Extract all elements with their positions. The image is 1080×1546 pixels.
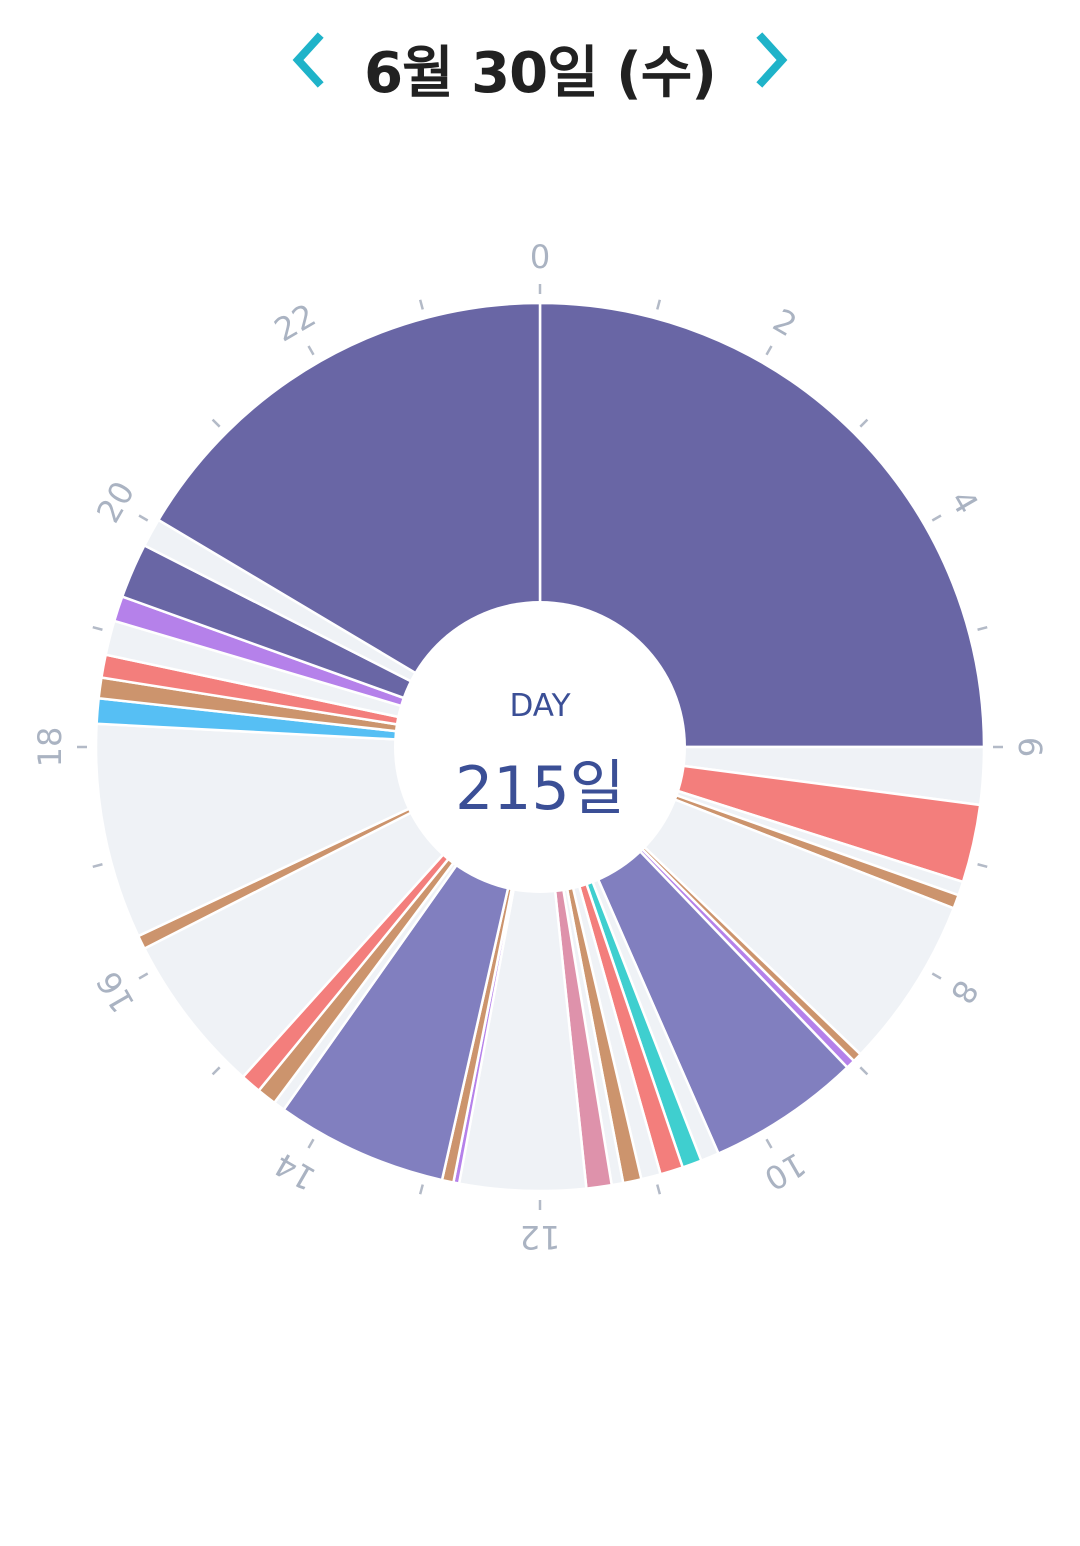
hour-ticks bbox=[77, 284, 1003, 1210]
hour-tick bbox=[307, 1138, 315, 1149]
center-value: 215일 bbox=[455, 754, 625, 824]
prev-day-button[interactable] bbox=[273, 22, 343, 98]
hour-tick bbox=[307, 345, 315, 356]
hour-label: 14 bbox=[268, 1145, 322, 1198]
time-segments bbox=[94, 301, 986, 1193]
next-day-button[interactable] bbox=[737, 22, 807, 98]
hour-label: 0 bbox=[530, 238, 550, 276]
date-title: 6월 30일 (수) bbox=[364, 41, 717, 106]
hour-tick bbox=[418, 299, 424, 310]
hour-label: 18 bbox=[31, 727, 69, 768]
hour-tick bbox=[931, 514, 942, 522]
hour-tick bbox=[765, 1138, 773, 1149]
hour-label: 8 bbox=[943, 974, 986, 1011]
hour-label: 16 bbox=[89, 965, 142, 1019]
chart-center-hole bbox=[394, 601, 686, 893]
hour-tick bbox=[92, 863, 103, 869]
hour-label: 12 bbox=[520, 1218, 561, 1256]
time-segment[interactable] bbox=[156, 301, 542, 750]
hour-tick bbox=[931, 972, 942, 980]
hour-tick bbox=[418, 1184, 424, 1195]
hour-tick bbox=[656, 299, 662, 310]
hour-label: 10 bbox=[758, 1145, 812, 1198]
hour-tick bbox=[977, 863, 988, 869]
hour-tick bbox=[977, 625, 988, 631]
hour-label: 22 bbox=[268, 296, 322, 349]
hour-tick bbox=[211, 418, 221, 428]
hour-tick bbox=[656, 1184, 662, 1195]
date-header: 6월 30일 (수) bbox=[0, 0, 1080, 130]
center-label: DAY bbox=[509, 688, 571, 724]
hour-tick bbox=[138, 972, 149, 980]
hour-tick bbox=[138, 514, 149, 522]
hour-tick bbox=[211, 1066, 221, 1076]
chevron-left-icon bbox=[292, 32, 324, 88]
hour-label: 4 bbox=[943, 484, 986, 521]
chevron-right-icon bbox=[756, 32, 788, 88]
hour-label: 2 bbox=[767, 301, 804, 344]
hour-label: 6 bbox=[1011, 737, 1049, 757]
hour-tick bbox=[765, 345, 773, 356]
hour-tick bbox=[92, 625, 103, 631]
hour-tick bbox=[859, 418, 869, 428]
time-segment[interactable] bbox=[538, 301, 986, 749]
hour-tick bbox=[859, 1066, 869, 1076]
hour-label: 20 bbox=[89, 475, 142, 529]
